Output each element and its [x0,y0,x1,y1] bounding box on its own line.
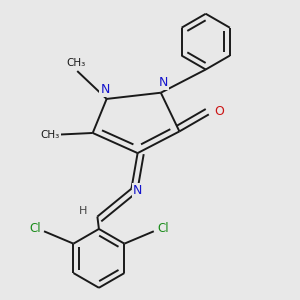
Text: N: N [133,184,142,197]
Text: CH₃: CH₃ [41,130,60,140]
Text: O: O [215,105,225,118]
Text: Cl: Cl [29,222,40,235]
Text: CH₃: CH₃ [66,58,85,68]
Text: N: N [159,76,168,89]
Text: H: H [79,206,88,216]
Text: N: N [100,83,110,96]
Text: Cl: Cl [157,222,169,235]
